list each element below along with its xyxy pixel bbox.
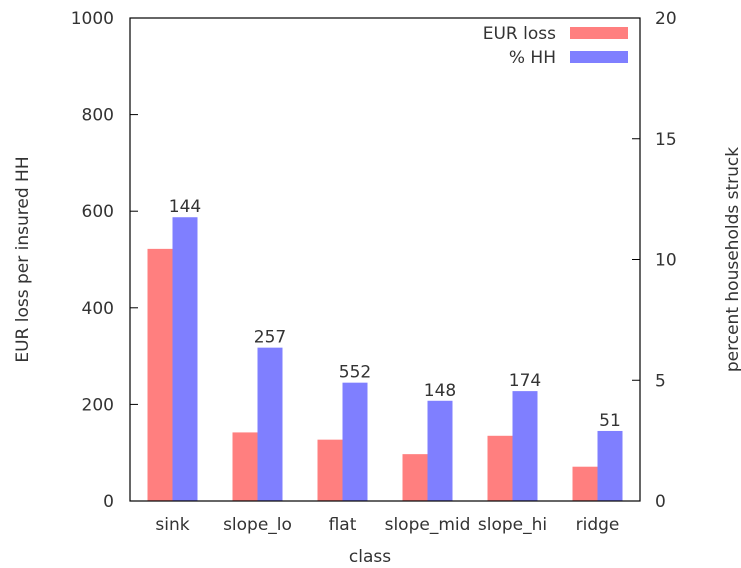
bar-pct-hh-slope_hi: [512, 391, 538, 501]
plot-area: 144 sink 257 slope_lo 552 flat 148 slope_mid 174…: [13, 9, 741, 567]
y2-tick-label: 5: [655, 371, 666, 391]
y-tick-label: 400: [82, 299, 114, 319]
bar-value-label: 552: [339, 363, 371, 383]
y2-tick-label: 0: [655, 492, 666, 512]
x-tick-label: slope_mid: [385, 515, 471, 535]
legend-label: EUR loss: [483, 24, 556, 44]
bar-eur-loss-slope_hi: [487, 435, 513, 501]
y-tick-label: 200: [82, 395, 114, 415]
y2-tick-label: 15: [655, 130, 677, 150]
bar-eur-loss-flat: [317, 439, 343, 501]
bar-eur-loss-slope_mid: [402, 454, 428, 501]
x-tick-label: slope_hi: [478, 515, 547, 535]
bar-value-label: 51: [599, 411, 621, 431]
bar-value-label: 148: [424, 381, 456, 401]
y-axis-title: EUR loss per insured HH: [13, 156, 33, 362]
y-tick-label: 1000: [71, 9, 114, 29]
bar-value-label: 257: [254, 328, 286, 348]
bar-eur-loss-slope_lo: [232, 432, 258, 501]
bar-pct-hh-sink: [172, 217, 198, 502]
y-tick-label: 0: [103, 492, 114, 512]
bar-value-label: 144: [169, 197, 201, 217]
plot-frame: [129, 17, 641, 502]
x-tick-label: ridge: [576, 515, 620, 535]
x-tick-label: flat: [329, 515, 357, 535]
y2-tick-label: 20: [655, 9, 677, 29]
bar-value-label: 174: [509, 371, 541, 391]
y-tick-label: 800: [82, 106, 114, 126]
legend-swatch: [570, 27, 628, 39]
bar-pct-hh-slope_lo: [257, 347, 283, 501]
bar-pct-hh-slope_mid: [427, 400, 453, 501]
legend-label: % HH: [509, 48, 556, 68]
bar-pct-hh-ridge: [597, 430, 623, 501]
x-tick-label: sink: [155, 515, 189, 535]
bar-eur-loss-ridge: [572, 466, 598, 501]
bar-eur-loss-sink: [147, 248, 173, 501]
x-axis-title: class: [349, 547, 391, 567]
legend-swatch: [570, 51, 628, 63]
bar-pct-hh-flat: [342, 382, 368, 501]
x-tick-label: slope_lo: [223, 515, 292, 535]
y-tick-label: 600: [82, 202, 114, 222]
y2-tick-label: 10: [655, 251, 677, 271]
y2-axis-title: percent households struck: [723, 147, 741, 372]
